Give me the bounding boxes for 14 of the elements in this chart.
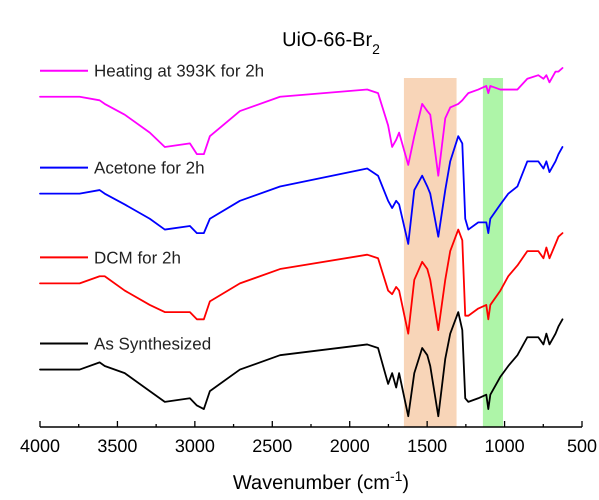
x-tick-label: 3500 (97, 436, 138, 456)
legend-label: As Synthesized (94, 334, 212, 354)
x-tick-label: 1500 (407, 436, 448, 456)
legend-label: DCM for 2h (94, 248, 181, 268)
legend-label: Acetone for 2h (94, 158, 205, 178)
x-tick-label: 500 (566, 436, 598, 456)
x-tick-label: 3000 (174, 436, 215, 456)
legend-label: Heating at 393K for 2h (94, 62, 264, 81)
x-tick-label: 2500 (252, 436, 292, 456)
x-tick-label: 4000 (20, 436, 60, 456)
chart-title: UiO-66-Br$_{2}$ (282, 29, 380, 57)
x-axis-title: Wavenumber (cm$^{-1}$) (232, 468, 410, 494)
x-tick-label: 2000 (330, 436, 370, 456)
x-tick-label: 1000 (484, 436, 525, 456)
